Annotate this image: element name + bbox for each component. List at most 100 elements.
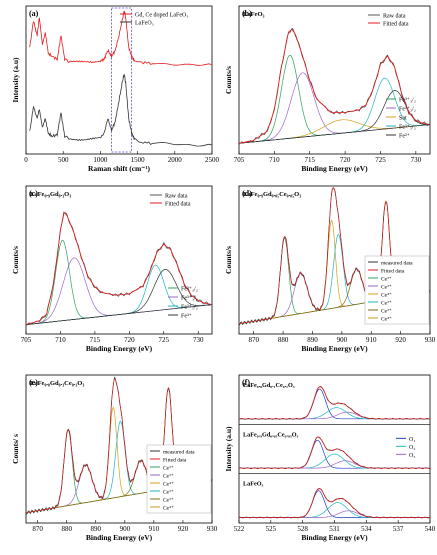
axes-frame: [25, 185, 213, 335]
x-tick-label: 720: [124, 336, 135, 344]
component-peak: [239, 453, 430, 469]
x-axis-label: Binding Energy (eV): [301, 344, 368, 353]
legend-entry: Ce⁴⁺: [381, 292, 392, 299]
axes-frame: [238, 185, 431, 335]
panel-d: 870 880 890 900 910 920 930 Binding Energy (eV)…: [224, 185, 436, 353]
legend-entry: Fe³⁺₅/₂: [399, 124, 416, 131]
component-peak: [239, 460, 430, 469]
legend-box: [364, 255, 430, 325]
panel-label: (c): [29, 189, 38, 198]
panel-label: (f): [242, 378, 250, 387]
x-tick-label: 890: [307, 336, 318, 344]
x-tick-label: 2500: [205, 156, 220, 164]
fitted-data-line: [239, 436, 430, 469]
legend-entry: Fe²⁺₃/₂: [399, 106, 416, 113]
legend-entry: Raw data: [165, 194, 188, 200]
y-axis-label: Counts/s: [224, 66, 233, 94]
subpanel-title: LaFe₀.₈Gd₀.₁Ce₀.₁O₃: [243, 382, 295, 389]
x-tick-label: 720: [340, 156, 351, 164]
x-tick-label: 705: [21, 336, 32, 344]
panel-label: (d): [242, 189, 252, 198]
legend-entry: Fe²⁺₃/₂: [181, 286, 198, 293]
legend-entry: Fe²⁺: [399, 133, 410, 140]
panel-label: (a): [29, 9, 39, 18]
x-axis-label: Binding Energy (eV): [86, 344, 153, 353]
x-tick-label: 710: [55, 336, 66, 344]
legend-entry: Ce³⁺: [163, 497, 174, 504]
axes-frame: [25, 5, 213, 155]
fitted-data-line: [239, 386, 430, 420]
legend-entry: O₃: [409, 453, 415, 459]
x-axis-label: Binding Energy (eV): [86, 533, 153, 542]
x-tick-label: 715: [304, 156, 315, 164]
x-tick-label: 528: [297, 525, 308, 533]
axes-frame: [238, 374, 431, 524]
x-tick-label: 930: [425, 336, 436, 344]
fitted-data-line: [239, 488, 430, 518]
component-peak: [239, 510, 430, 518]
legend-entry: Fitted data: [163, 458, 187, 464]
x-tick-label: 705: [234, 156, 245, 164]
subpanel-title: LaFe₀.₉Gd₀.₀₅Ce₀.₀₅O₃: [243, 431, 299, 438]
x-tick-label: 730: [193, 336, 204, 344]
y-axis-label: Counts/s: [11, 246, 20, 274]
subpanel-title: LaFeO₃: [243, 481, 264, 488]
legend-entry: LaFeO₃: [135, 21, 154, 27]
panel-a: 0 500 1000 1500 2000 2500 Raman shift (cm⁻¹) In…: [11, 5, 220, 173]
legend-entry: Fitted data: [381, 269, 405, 275]
fitted-data-line: [25, 211, 211, 325]
x-tick-label: 930: [207, 525, 218, 533]
legend-entry: Ce³⁺: [381, 300, 392, 307]
fitted-data-line: [238, 28, 429, 144]
legend-entry: Fe³⁺₃/₂: [399, 97, 416, 104]
x-axis-label: Binding Energy (eV): [301, 164, 368, 173]
panel-title: LaFe₀.₉Gd₀.₁O₃: [30, 191, 71, 198]
axes-frame: [238, 5, 431, 155]
legend-entry: Ce⁴⁺: [163, 481, 174, 488]
x-axis-label: Binding Energy (eV): [301, 533, 368, 542]
x-tick-label: 2000: [168, 156, 183, 164]
legend-entry: Ce³⁺: [163, 489, 174, 496]
panel-f: 522 525 528 531 534 537 540 Binding Energy (eV)…: [224, 374, 436, 542]
x-tick-label: 725: [159, 336, 170, 344]
x-tick-label: 522: [234, 525, 245, 533]
y-axis-label: Intensity (a.u): [224, 426, 233, 472]
x-tick-label: 710: [269, 156, 280, 164]
panel-title: LaFe₀.₈Gd₀.₁Ce₀.₁O₃: [30, 380, 84, 387]
panel-b: 705 710 715 720 725 730 Binding Energy (eV) Cou…: [224, 5, 431, 173]
x-tick-label: 890: [91, 525, 102, 533]
legend-entry: Fe³⁺: [181, 313, 192, 320]
legend-entry: Sat: [399, 116, 407, 122]
highlight-box: [111, 7, 133, 153]
x-tick-label: 870: [32, 525, 43, 533]
legend-entry: Ce⁴⁺: [163, 505, 174, 512]
x-tick-label: 920: [395, 336, 406, 344]
x-tick-label: 730: [411, 156, 422, 164]
component-peak: [239, 490, 430, 518]
legend-entry: Ce³⁺: [381, 308, 392, 315]
legend-entry: O₁: [409, 437, 415, 443]
y-axis-label: Counts/ s: [11, 434, 20, 464]
x-tick-label: 500: [58, 156, 69, 164]
panel-e: 870 880 890 900 910 920 930 Binding Energy (eV)…: [11, 374, 218, 542]
legend-entry: Ce³⁺: [381, 284, 392, 291]
legend-entry: Gd, Ce doped LaFeO₃: [135, 13, 188, 19]
background-line: [25, 304, 213, 325]
panel-title: LaFe₀.₉Gd₀.₀₅Ce₀.₀₅O₃: [243, 191, 301, 198]
panel-title: LaFeO₃: [243, 11, 264, 18]
series-line-doped: [29, 10, 213, 66]
x-tick-label: 537: [393, 525, 404, 533]
x-tick-label: 540: [425, 525, 436, 533]
series-line-lafeo3: [29, 74, 213, 147]
legend-entry: Raw data: [383, 14, 406, 20]
x-tick-label: 525: [266, 525, 277, 533]
x-tick-label: 900: [120, 525, 131, 533]
background-line: [238, 124, 431, 144]
legend-entry: Ce³⁺: [381, 276, 392, 283]
x-tick-label: 531: [329, 525, 340, 533]
x-tick-label: 1500: [131, 156, 146, 164]
legend-entry: Ce⁴⁺: [381, 316, 392, 323]
x-axis-label: Raman shift (cm⁻¹): [88, 164, 151, 173]
x-tick-label: 900: [337, 336, 348, 344]
